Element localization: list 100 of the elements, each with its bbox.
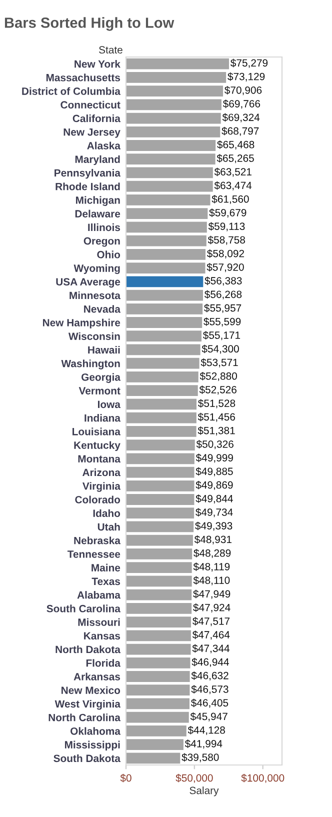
y-tick-label: Washington xyxy=(61,360,120,370)
data-label: $68,797 xyxy=(222,126,259,136)
data-label: $63,521 xyxy=(214,168,252,177)
data-label: $52,880 xyxy=(200,372,237,381)
bar xyxy=(126,630,191,642)
y-tick-label: West Virginia xyxy=(54,700,121,710)
y-tick-label: New Hampshire xyxy=(42,318,120,328)
bar xyxy=(126,412,196,424)
y-tick-label: Utah xyxy=(98,522,120,531)
y-tick-label: North Carolina xyxy=(48,714,121,722)
bar xyxy=(126,562,192,574)
y-tick-label: South Dakota xyxy=(54,754,121,762)
data-label: $49,734 xyxy=(196,508,233,518)
bar xyxy=(126,508,194,519)
y-tick-label: Maryland xyxy=(75,155,120,166)
data-label: $56,383 xyxy=(204,276,242,286)
data-label: $53,571 xyxy=(200,358,238,368)
bar xyxy=(126,466,194,478)
y-tick-label: Virginia xyxy=(82,482,121,492)
bar xyxy=(126,235,206,246)
data-label: $55,957 xyxy=(204,304,242,313)
chart-title: Bars Sorted High to Low xyxy=(4,17,174,31)
bar xyxy=(126,726,186,736)
data-label: $59,679 xyxy=(209,208,246,218)
bar xyxy=(126,194,210,206)
data-label: $58,092 xyxy=(206,249,244,258)
bar xyxy=(126,398,197,410)
bar xyxy=(126,440,195,450)
bar xyxy=(126,276,204,288)
y-tick-label: Nebraska xyxy=(74,536,121,544)
y-tick-label: South Carolina xyxy=(46,604,121,612)
bar xyxy=(126,180,213,192)
bar xyxy=(126,290,203,301)
y-tick-label: Pennsylvania xyxy=(54,168,121,179)
y-tick-label: Hawaii xyxy=(88,346,120,354)
bar xyxy=(126,521,194,532)
y-tick-label: Wyoming xyxy=(74,264,120,274)
y-tick-label: Delaware xyxy=(75,210,120,218)
bar xyxy=(126,317,202,328)
data-label: $49,885 xyxy=(196,467,233,476)
y-tick-label: New Jersey xyxy=(64,128,120,138)
y-tick-label: Oregon xyxy=(84,237,120,247)
bar xyxy=(126,58,230,70)
data-label: $51,528 xyxy=(198,399,236,408)
data-label: $70,906 xyxy=(224,86,262,96)
data-label: $54,300 xyxy=(202,344,239,354)
data-label: $57,920 xyxy=(206,263,244,272)
data-label: $51,456 xyxy=(198,412,235,422)
data-label: $49,999 xyxy=(196,454,233,463)
bar xyxy=(126,248,206,260)
y-tick-label: Wisconsin xyxy=(68,332,120,340)
y-tick-label: Nevada xyxy=(84,305,121,313)
data-label: $48,119 xyxy=(193,562,230,572)
bar xyxy=(126,154,216,165)
data-label: $52,526 xyxy=(199,386,236,395)
y-tick-label: Texas xyxy=(92,578,120,586)
bar xyxy=(126,72,226,83)
data-label: $39,580 xyxy=(182,753,219,762)
y-tick-label: Kansas xyxy=(84,632,120,640)
data-label: $55,171 xyxy=(203,331,240,340)
bar xyxy=(126,167,213,178)
bar xyxy=(126,671,190,682)
bar xyxy=(126,657,190,668)
data-label: $41,994 xyxy=(184,740,222,749)
data-label: $49,844 xyxy=(196,494,233,504)
y-tick-label: Connecticut xyxy=(60,100,120,109)
y-tick-label: Alabama xyxy=(77,591,121,599)
bar xyxy=(126,262,206,274)
bar xyxy=(126,644,191,655)
y-tick-label: Indiana xyxy=(84,414,121,422)
y-tick-label: Georgia xyxy=(82,373,121,383)
data-label: $61,560 xyxy=(212,194,249,204)
bar xyxy=(126,480,194,492)
data-label: $50,326 xyxy=(196,440,234,450)
y-tick-label: North Dakota xyxy=(56,645,121,654)
data-label: $49,869 xyxy=(196,480,233,490)
data-label: $49,393 xyxy=(195,522,232,531)
x-tick-label: $100,000 xyxy=(241,774,284,783)
bar xyxy=(126,344,200,356)
y-tick-label: USA Average xyxy=(56,278,120,288)
x-tick-label: $50,000 xyxy=(176,774,213,783)
y-tick-label: Illinois xyxy=(88,223,120,232)
bar xyxy=(126,303,203,314)
bar xyxy=(126,576,192,587)
x-tick-label: $0 xyxy=(120,774,132,782)
y-tick-label: Arizona xyxy=(82,468,121,476)
y-tick-label: New Mexico xyxy=(62,686,120,694)
data-label: $46,405 xyxy=(191,698,228,708)
bar xyxy=(126,739,184,750)
data-label: $69,766 xyxy=(222,100,260,109)
bar xyxy=(126,712,189,723)
data-label: $46,573 xyxy=(191,685,228,694)
bar xyxy=(126,358,200,369)
y-tick-label: Arkansas xyxy=(74,672,120,680)
y-tick-label: Missouri xyxy=(78,618,120,626)
y-tick-label: Ohio xyxy=(97,250,120,258)
bar xyxy=(126,330,202,342)
bar xyxy=(126,99,222,110)
y-tick-label: Rhode Island xyxy=(56,182,120,190)
bar xyxy=(126,86,224,96)
